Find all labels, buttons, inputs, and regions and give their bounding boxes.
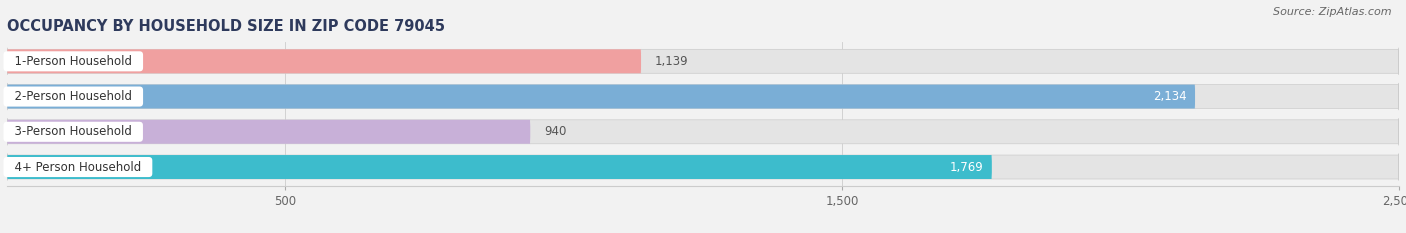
FancyBboxPatch shape [7,154,1399,181]
Text: OCCUPANCY BY HOUSEHOLD SIZE IN ZIP CODE 79045: OCCUPANCY BY HOUSEHOLD SIZE IN ZIP CODE … [7,19,446,34]
FancyBboxPatch shape [7,48,1399,75]
FancyBboxPatch shape [7,118,1399,145]
Text: 1-Person Household: 1-Person Household [7,55,139,68]
FancyBboxPatch shape [7,83,1195,110]
Text: 940: 940 [544,125,567,138]
Text: 2,134: 2,134 [1153,90,1187,103]
FancyBboxPatch shape [7,118,530,145]
FancyBboxPatch shape [7,83,1399,110]
Text: 1,769: 1,769 [950,161,984,174]
Text: 2-Person Household: 2-Person Household [7,90,139,103]
Text: 3-Person Household: 3-Person Household [7,125,139,138]
Text: Source: ZipAtlas.com: Source: ZipAtlas.com [1274,7,1392,17]
Text: 1,139: 1,139 [655,55,689,68]
FancyBboxPatch shape [7,48,641,75]
FancyBboxPatch shape [7,154,993,181]
Text: 4+ Person Household: 4+ Person Household [7,161,149,174]
